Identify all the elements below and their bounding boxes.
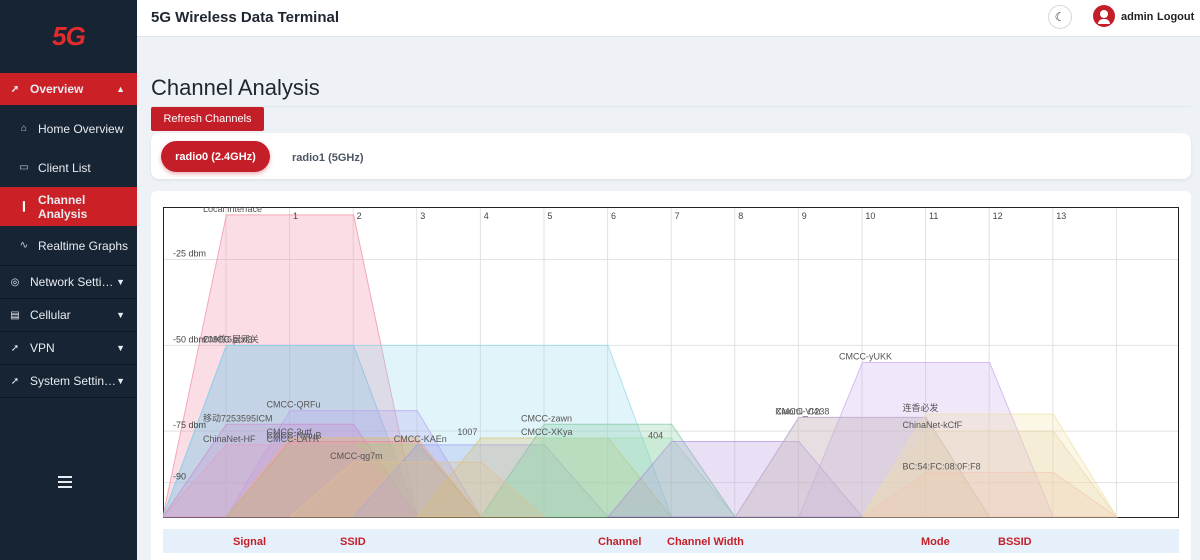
column-header[interactable]: Signal bbox=[233, 536, 267, 548]
sidebar-item-network-settings[interactable]: ◎ Network Setti… ▼ bbox=[0, 266, 137, 298]
y-tick-label: -75 dbm bbox=[173, 420, 206, 430]
chevron-up-icon: ▲ bbox=[116, 84, 125, 94]
x-tick-label: 8 bbox=[738, 211, 743, 221]
series-label: Local Interface bbox=[203, 207, 262, 214]
column-header[interactable]: Mode bbox=[921, 536, 950, 548]
series-label: ChinaNet-HF bbox=[203, 434, 256, 444]
sidebar-item-label: Overview bbox=[30, 82, 84, 96]
x-tick-label: 4 bbox=[484, 211, 489, 221]
chevron-down-icon: ▼ bbox=[116, 376, 125, 386]
sidebar-item-label: Home Overview bbox=[38, 121, 124, 136]
sidebar-item-label: VPN bbox=[30, 341, 55, 355]
series-label: CMCC-QRFu bbox=[267, 400, 321, 410]
series-label: 404 bbox=[648, 430, 663, 440]
sidebar-item-label: Channel Analysis bbox=[37, 192, 88, 221]
sidebar-item-channel-analysis[interactable]: ❙ Channel Analysis bbox=[0, 187, 137, 226]
series-label: BC:54:FC:08:0F:F8 bbox=[903, 461, 981, 471]
sidebar-item-label: System Settin… bbox=[30, 374, 117, 388]
sidebar: 5G ➚ Overview ▲ ⌂ Home Overview ▭ Client… bbox=[0, 0, 137, 560]
top-header: 5G Wireless Data Terminal ☾ admin Logout bbox=[137, 0, 1200, 37]
monitor-icon: ▭ bbox=[19, 162, 29, 173]
x-tick-label: 12 bbox=[993, 211, 1003, 221]
column-header[interactable]: Channel Width bbox=[667, 536, 744, 548]
sidebar-item-client-list[interactable]: ▭ Client List bbox=[0, 148, 137, 187]
username: admin bbox=[1121, 11, 1154, 23]
series-label: 1007 bbox=[457, 427, 477, 437]
y-tick-label: -90 bbox=[173, 472, 186, 482]
logo-text: 5G bbox=[52, 20, 86, 51]
chart-card: Local Interface 209栋6层网关 CMCC-pcd3 CMCC-QRF… bbox=[151, 191, 1191, 560]
dashboard-icon: ➚ bbox=[10, 83, 20, 95]
table-header: Signal SSID Channel Channel Width Mode B… bbox=[163, 529, 1179, 553]
series-label: CMCC-XKya bbox=[521, 427, 573, 437]
hamburger-menu-icon[interactable] bbox=[58, 476, 72, 491]
sidebar-item-label: Cellular bbox=[30, 308, 71, 322]
app-title: 5G Wireless Data Terminal bbox=[151, 9, 339, 26]
series-label: ChinaNet-kCfF bbox=[903, 420, 963, 430]
y-tick-label: -25 dbm bbox=[173, 249, 206, 259]
globe-icon: ◎ bbox=[10, 276, 20, 288]
series-label: CMCC-yUKK bbox=[839, 352, 892, 362]
series-label: CMCC-LAYR bbox=[267, 434, 320, 444]
series-label: 移动7253595ICM bbox=[203, 412, 273, 423]
series-label: CMCC-zawn bbox=[521, 413, 572, 423]
modem-icon: ▤ bbox=[10, 309, 20, 321]
x-tick-label: 2 bbox=[357, 211, 362, 221]
tab-radio1[interactable]: radio1 (5GHz) bbox=[292, 152, 364, 164]
x-tick-label: 11 bbox=[929, 211, 938, 221]
x-tick-label: 3 bbox=[420, 211, 425, 221]
x-tick-label: 7 bbox=[675, 211, 680, 221]
sidebar-item-overview[interactable]: ➚ Overview ▲ bbox=[0, 73, 137, 105]
series-label: 209栋6层网关 bbox=[203, 333, 259, 344]
chevron-down-icon: ▼ bbox=[116, 310, 125, 320]
sidebar-item-realtime-graphs[interactable]: ∿ Realtime Graphs bbox=[0, 226, 137, 265]
bar-chart-icon: ❙ bbox=[19, 201, 29, 212]
sidebar-item-system-settings[interactable]: ➚ System Settin… ▼ bbox=[0, 365, 137, 397]
x-tick-label: 10 bbox=[865, 211, 875, 221]
divider bbox=[151, 106, 1191, 107]
home-icon: ⌂ bbox=[20, 123, 28, 134]
main-content: Channel Analysis Refresh Channels radio0… bbox=[137, 38, 1200, 560]
refresh-channels-button[interactable]: Refresh Channels bbox=[151, 107, 264, 131]
sidebar-item-label: Client List bbox=[38, 160, 91, 175]
sidebar-item-label: Network Setti… bbox=[30, 275, 114, 289]
radio-tabs: radio0 (2.4GHz) radio1 (5GHz) bbox=[151, 133, 1191, 179]
sidebar-item-label: Realtime Graphs bbox=[38, 238, 129, 253]
x-tick-label: 13 bbox=[1056, 211, 1066, 221]
moon-icon: ☾ bbox=[1054, 10, 1066, 24]
sidebar-item-home-overview[interactable]: ⌂ Home Overview bbox=[0, 109, 137, 148]
series-label: Xiaomi_C238 bbox=[775, 406, 829, 416]
x-tick-label: 1 bbox=[293, 211, 298, 221]
series-label: CMCC-pcd3 bbox=[203, 334, 253, 344]
page-title: Channel Analysis bbox=[151, 75, 320, 100]
tool-icon: ➚ bbox=[10, 342, 20, 354]
series-label: 连香必发 bbox=[903, 402, 939, 413]
tab-radio0[interactable]: radio0 (2.4GHz) bbox=[161, 141, 270, 172]
x-tick-label: 5 bbox=[547, 211, 552, 221]
x-tick-label: 9 bbox=[802, 211, 807, 221]
theme-toggle-button[interactable]: ☾ bbox=[1048, 5, 1072, 29]
sidebar-item-vpn[interactable]: ➚ VPN ▼ bbox=[0, 332, 137, 364]
pulse-icon: ∿ bbox=[19, 240, 29, 251]
logout-link[interactable]: Logout bbox=[1157, 11, 1195, 23]
series-label: CMCC-Vl4r bbox=[775, 406, 821, 416]
column-header[interactable]: Channel bbox=[598, 536, 642, 548]
tool-icon: ➚ bbox=[10, 375, 20, 387]
channel-area bbox=[288, 461, 546, 518]
channel-area bbox=[860, 471, 1119, 518]
logo: 5G bbox=[0, 0, 137, 72]
series-label: CMCC-KAEn bbox=[394, 434, 447, 444]
series-label: CMCC-NmuB bbox=[267, 430, 322, 440]
series-label: CMCC-3utf bbox=[267, 427, 313, 437]
x-tick-label: 6 bbox=[611, 211, 616, 221]
sidebar-item-cellular[interactable]: ▤ Cellular ▼ bbox=[0, 299, 137, 331]
column-header[interactable]: BSSID bbox=[998, 536, 1032, 548]
chevron-down-icon: ▼ bbox=[116, 277, 125, 287]
chevron-down-icon: ▼ bbox=[116, 343, 125, 353]
y-tick-label: -50 dbm bbox=[173, 334, 206, 344]
column-header[interactable]: SSID bbox=[340, 536, 366, 548]
avatar[interactable] bbox=[1093, 5, 1115, 27]
series-label: CMCC-qg7m bbox=[330, 451, 383, 461]
